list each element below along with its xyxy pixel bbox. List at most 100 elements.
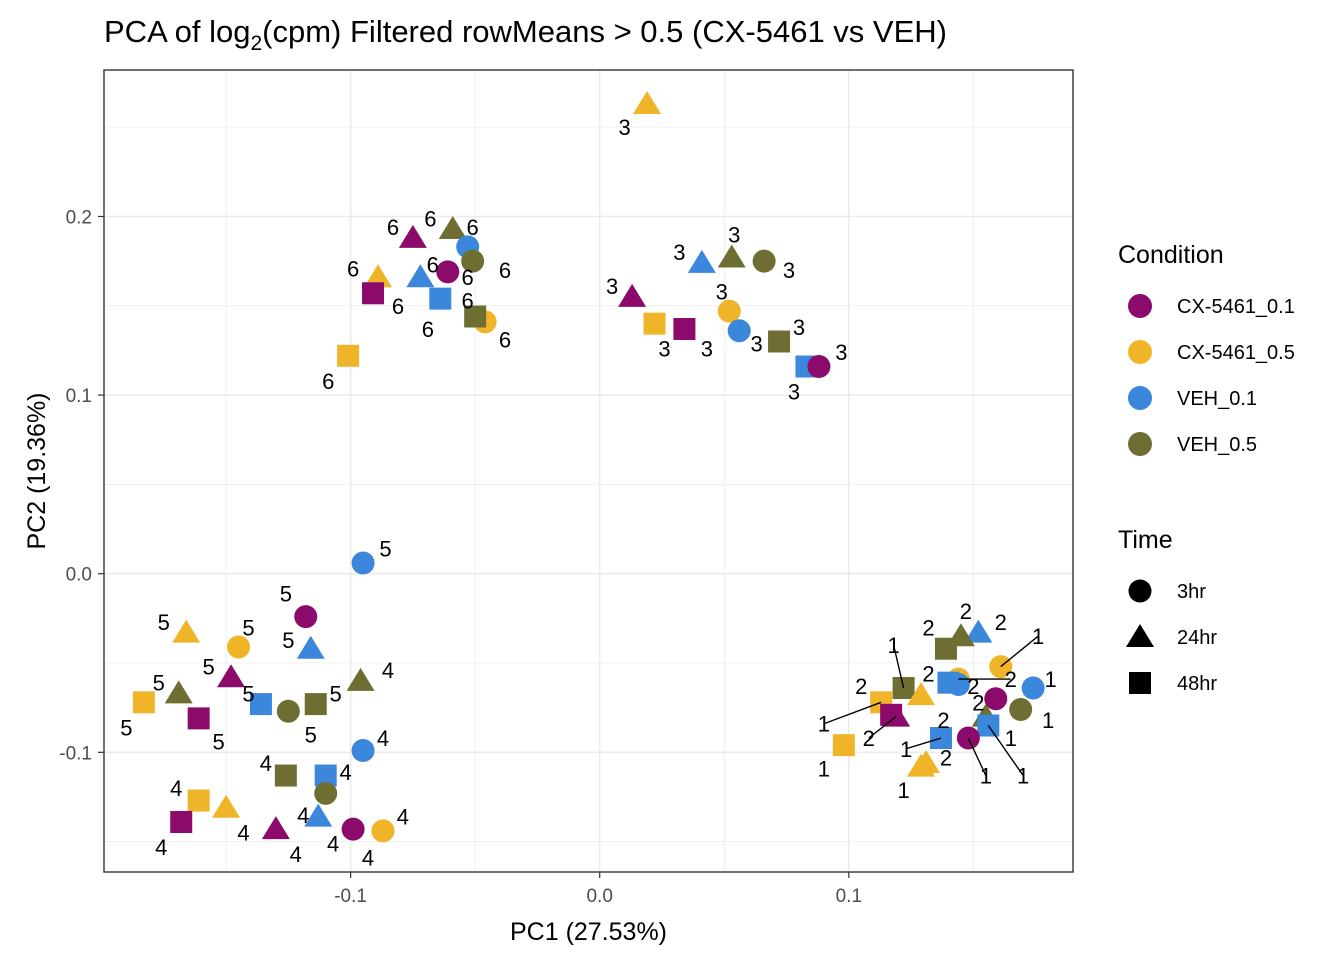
label-connector <box>987 725 1024 776</box>
point-label: 3 <box>618 115 630 140</box>
data-point <box>406 264 435 288</box>
time-legend-label: 24hr <box>1177 627 1217 649</box>
data-point <box>1021 676 1045 700</box>
point-label: 3 <box>701 337 713 362</box>
label-connector <box>892 644 905 689</box>
condition-legend-key <box>1128 386 1152 410</box>
data-point <box>314 781 338 805</box>
data-point <box>398 224 427 248</box>
x-tick-label: 0.1 <box>836 886 862 907</box>
point-label: 4 <box>237 821 249 846</box>
point-label: 4 <box>327 831 339 856</box>
point-label: 2 <box>995 610 1007 635</box>
data-point <box>934 637 957 660</box>
point-label: 1 <box>897 778 909 803</box>
data-point <box>643 312 666 335</box>
y-tick-label: 0.0 <box>66 565 92 586</box>
data-point <box>217 664 246 688</box>
point-label: 6 <box>427 253 439 278</box>
point-label: 6 <box>462 288 474 313</box>
data-point <box>1009 697 1033 721</box>
y-tick-label: -0.1 <box>59 743 92 764</box>
data-point <box>337 344 360 367</box>
data-point <box>436 260 460 284</box>
condition-legend-label: VEH_0.5 <box>1177 434 1257 456</box>
point-label: 3 <box>783 258 795 283</box>
data-point <box>618 283 647 307</box>
data-point <box>132 691 155 714</box>
point-label: 3 <box>716 279 728 304</box>
data-point <box>673 317 696 340</box>
data-point <box>274 764 297 787</box>
condition-legend-key <box>1128 294 1152 318</box>
time-legend-label: 48hr <box>1177 673 1217 695</box>
point-label: 5 <box>242 681 254 706</box>
data-point <box>461 249 485 273</box>
point-label: 1 <box>1044 667 1056 692</box>
point-label: 4 <box>155 835 167 860</box>
data-point <box>717 244 746 268</box>
label-connector <box>823 701 882 725</box>
point-label: 3 <box>728 222 740 247</box>
data-point <box>907 682 936 706</box>
point-label: 2 <box>972 690 984 715</box>
point-label: 2 <box>967 674 979 699</box>
point-label: 4 <box>340 760 352 785</box>
data-point <box>187 789 210 812</box>
condition-legend-label: VEH_0.1 <box>1177 388 1257 410</box>
point-label: 3 <box>606 274 618 299</box>
label-connector <box>1000 635 1039 668</box>
point-label: 6 <box>467 215 479 240</box>
condition-legend-label: CX-5461_0.1 <box>1177 296 1295 318</box>
point-label: 1 <box>1005 726 1017 751</box>
point-label: 5 <box>212 730 224 755</box>
point-label: 4 <box>290 842 302 867</box>
point-label: 2 <box>960 599 972 624</box>
label-connector <box>905 737 942 750</box>
data-point <box>752 249 776 273</box>
time-legend-key <box>1128 579 1152 603</box>
point-label: 6 <box>347 256 359 281</box>
data-point <box>227 635 251 659</box>
point-label: 2 <box>937 708 949 733</box>
data-point <box>464 305 487 328</box>
time-legend-key <box>1126 624 1154 647</box>
x-axis-title: PC1 (27.53%) <box>510 918 667 946</box>
condition-legend-key <box>1128 432 1152 456</box>
point-label: 3 <box>673 240 685 265</box>
data-point <box>304 803 333 827</box>
point-label: 1 <box>818 712 830 737</box>
point-label: 4 <box>362 846 374 871</box>
chart-title-rest: (cpm) Filtered rowMeans > 0.5 (CX-5461 v… <box>262 14 947 49</box>
data-point <box>276 699 300 723</box>
data-point <box>351 551 375 575</box>
data-point <box>907 753 936 777</box>
point-label: 1 <box>818 756 830 781</box>
point-label: 2 <box>855 674 867 699</box>
point-label: 5 <box>282 628 294 653</box>
data-point <box>633 90 662 114</box>
y-axis-title: PC2 (19.36%) <box>23 392 51 549</box>
data-point <box>249 693 272 716</box>
point-label: 5 <box>158 610 170 635</box>
point-label: 1 <box>900 737 912 762</box>
y-tick-label: 0.1 <box>66 386 92 407</box>
data-point <box>807 355 831 379</box>
data-point <box>172 619 201 643</box>
point-label: 6 <box>462 265 474 290</box>
data-point <box>364 264 393 288</box>
data-point <box>351 739 375 763</box>
condition-legend-key <box>1128 340 1152 364</box>
point-label: 3 <box>835 340 847 365</box>
data-point <box>984 687 1008 711</box>
point-label: 1 <box>1032 624 1044 649</box>
data-point <box>296 635 325 659</box>
data-point <box>832 734 855 757</box>
data-point <box>170 810 193 833</box>
point-label: 6 <box>499 258 511 283</box>
point-label: 6 <box>424 206 436 231</box>
data-point <box>362 282 385 305</box>
data-point <box>304 693 327 716</box>
